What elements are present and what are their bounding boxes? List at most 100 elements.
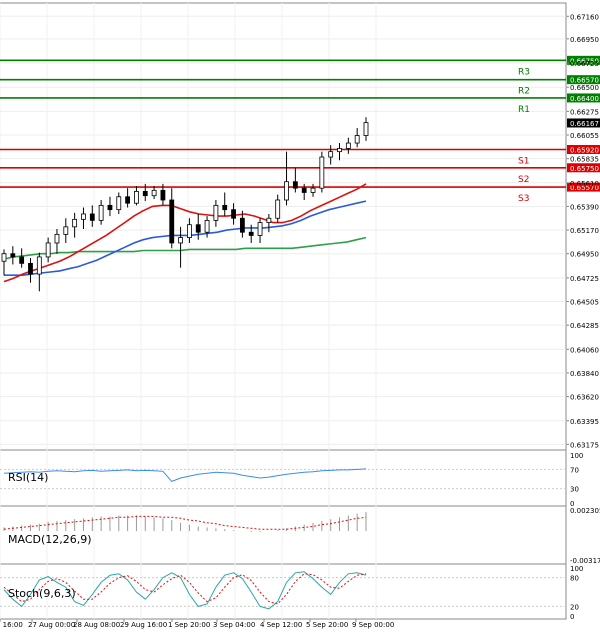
candle-body: [107, 204, 113, 211]
pivot-price-box-s1: [567, 145, 600, 155]
candle-body: [134, 191, 139, 204]
pivot-name-r2: R2: [518, 87, 530, 97]
pivot-name-r3: R3: [518, 67, 530, 77]
candle-body: [354, 135, 360, 144]
price-tick-label: 0.65390: [570, 203, 599, 211]
rsi-tick-label: 30: [570, 486, 579, 494]
rsi-line: [3, 468, 367, 482]
candle-body: [222, 204, 228, 211]
candle-body: [116, 196, 122, 211]
time-tick-label: 9 Sep 00:00: [352, 621, 394, 629]
candle-body: [213, 204, 219, 221]
price-tick-label: 0.64060: [570, 346, 599, 354]
moving-average-red: [3, 183, 367, 283]
price-tick-label: 0.63840: [570, 370, 599, 378]
pivot-name-s2: S2: [518, 175, 529, 185]
pivot-price-label-s1: 0.65920: [570, 147, 599, 155]
current-price-box: [567, 118, 600, 128]
candle-body: [36, 256, 42, 275]
pivot-price-label-s2: 0.65750: [570, 165, 599, 173]
candle-body: [248, 231, 254, 236]
pivot-price-label-r1: 0.66400: [570, 95, 599, 103]
candle-body: [231, 209, 236, 219]
price-tick-label: 0.66500: [570, 84, 599, 92]
pivot-name-r1: R1: [518, 105, 530, 115]
rsi-tick-label: 100: [570, 452, 583, 460]
time-tick-label: 5 Sep 20:00: [306, 621, 348, 629]
time-tick-label: 1 Sep 20:00: [168, 621, 210, 629]
price-tick-label: 0.63395: [570, 418, 599, 426]
stoch-label: Stoch(9,6,3): [8, 587, 76, 600]
candle-body: [319, 156, 325, 189]
price-tick-label: 0.64950: [570, 251, 599, 259]
stoch-d-line: [3, 573, 367, 605]
pivot-price-box-s2: [567, 163, 600, 173]
pivot-price-label-s3: 0.65570: [570, 184, 599, 192]
stoch-tick-label: 80: [570, 575, 579, 583]
candle-body: [1, 253, 7, 262]
price-tick-label: 0.65835: [570, 156, 599, 164]
time-tick-label: 29 Aug 16:00: [120, 621, 167, 629]
rsi-tick-label: 70: [570, 466, 579, 474]
candle-body: [310, 187, 316, 193]
candle-body: [169, 199, 175, 244]
stoch-tick-label: 100: [570, 565, 583, 573]
time-tick-label: g 16:00: [0, 621, 23, 629]
price-tick-label: 0.65170: [570, 227, 599, 235]
candle-body: [54, 233, 60, 244]
candle-body: [151, 189, 157, 197]
price-tick-label: 0.66725: [570, 60, 599, 68]
moving-average-green: [3, 236, 367, 260]
rsi-pane-frame: [0, 449, 567, 507]
macd-signal-line: [3, 515, 367, 530]
macd-label: MACD(12,26,9): [8, 533, 92, 546]
candle-body: [125, 196, 131, 204]
time-tick-label: 27 Aug 00:00: [28, 621, 75, 629]
price-tick-label: 0.64725: [570, 275, 599, 283]
candle-body: [178, 237, 183, 244]
time-tick-label: 3 Sep 04:00: [213, 621, 255, 629]
candle-body: [292, 181, 298, 189]
pivot-price-box-r1: [567, 93, 600, 103]
candle-body: [257, 222, 263, 236]
macd-tick-label: -0.003173: [570, 557, 600, 565]
candle-body: [63, 226, 69, 235]
pivot-name-s3: S3: [518, 194, 529, 204]
candle-body: [19, 256, 25, 264]
candle-body: [275, 199, 281, 219]
candle-body: [10, 253, 16, 258]
price-tick-label: 0.64285: [570, 322, 599, 330]
candle-body: [89, 213, 95, 221]
candle-body: [204, 220, 210, 233]
rsi-label: RSI(14): [8, 471, 48, 484]
candle-body: [301, 187, 307, 193]
price-tick-label: 0.65610: [570, 180, 599, 188]
price-tick-label: 0.64505: [570, 299, 599, 307]
time-tick-label: 28 Aug 08:00: [73, 621, 120, 629]
candle-body: [239, 217, 245, 233]
candle-body: [345, 142, 351, 149]
price-tick-label: 0.66950: [570, 36, 599, 44]
pivot-price-box-s3: [567, 182, 600, 192]
candle-body: [187, 224, 192, 238]
current-price-label: 0.66167: [570, 120, 599, 128]
stoch-tick-label: 20: [570, 603, 579, 611]
candle-body: [195, 224, 201, 233]
moving-average-blue: [4, 200, 367, 276]
pivot-price-label-r2: 0.66570: [570, 77, 599, 85]
price-tick-label: 0.63620: [570, 394, 599, 402]
time-tick-label: 4 Sep 12:00: [260, 621, 302, 629]
pivot-price-box-r2: [567, 75, 600, 85]
candle-body: [45, 242, 51, 258]
price-tick-label: 0.67160: [570, 13, 599, 21]
candle-body: [284, 181, 289, 201]
rsi-tick-label: 0: [570, 500, 574, 508]
candle-body: [98, 204, 104, 221]
stoch-k-line: [3, 571, 367, 610]
candle-body: [337, 148, 342, 153]
pivot-price-label-r3: 0.66750: [570, 57, 599, 65]
price-tick-label: 0.66055: [570, 132, 599, 140]
pivot-price-box-r3: [567, 55, 600, 65]
